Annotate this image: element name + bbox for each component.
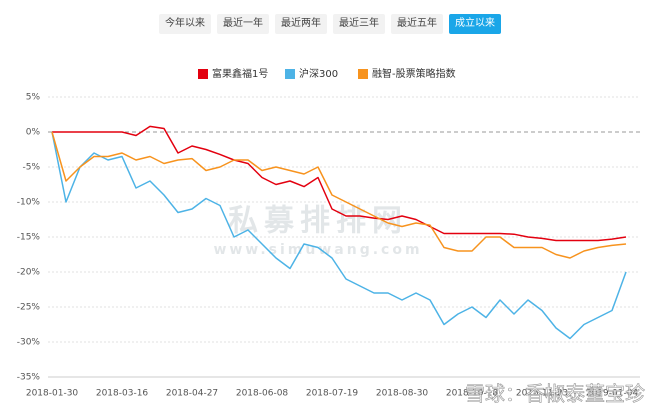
range-buttons: 今年以来 最近一年 最近两年 最近三年 最近五年 成立以来 — [0, 14, 660, 34]
y-tick-label: -5% — [22, 163, 40, 173]
range-button[interactable]: 今年以来 — [159, 14, 211, 34]
y-tick-label: 0% — [26, 128, 41, 138]
range-button[interactable]: 最近五年 — [391, 14, 443, 34]
y-tick-label: -30% — [17, 338, 41, 348]
x-tick-label: 2018-04-27 — [166, 389, 218, 399]
y-tick-label: -25% — [17, 303, 41, 313]
x-tick-label: 2018-08-30 — [376, 389, 429, 399]
y-tick-label: -15% — [17, 233, 41, 243]
series-line — [51, 131, 627, 340]
x-tick-label: 2018-06-08 — [236, 389, 289, 399]
watermark: 私募排排网 — [228, 204, 408, 239]
legend-label: 融智-股票策略指数 — [372, 67, 456, 80]
x-tick-label: 2018-03-16 — [96, 389, 149, 399]
x-tick-label: 2018-01-30 — [26, 389, 79, 399]
range-button[interactable]: 最近一年 — [217, 14, 269, 34]
series-line — [51, 131, 627, 259]
watermark: www.simuwang.com — [213, 242, 422, 258]
legend-swatch — [285, 69, 295, 79]
x-tick-label: 2019-01-04 — [586, 389, 639, 399]
x-tick-label: 2018-10-18 — [446, 389, 499, 399]
y-tick-label: -10% — [17, 198, 41, 208]
x-tick-label: 2018-07-19 — [306, 389, 359, 399]
range-button[interactable]: 最近两年 — [275, 14, 327, 34]
legend-label: 富果鑫福1号 — [212, 67, 268, 80]
legend-swatch — [198, 69, 208, 79]
series-line — [52, 125, 627, 242]
watermark: 雪球：香椒泰董宝珍 — [465, 382, 645, 406]
y-tick-label: -35% — [17, 373, 41, 383]
range-button[interactable]: 最近三年 — [333, 14, 385, 34]
x-tick-label: 2018-11-23 — [516, 389, 568, 399]
y-tick-label: -20% — [17, 268, 41, 278]
range-button[interactable]: 成立以来 — [449, 14, 501, 34]
legend-label: 沪深300 — [299, 67, 338, 80]
y-tick-label: 5% — [26, 93, 41, 103]
legend-swatch — [358, 69, 368, 79]
